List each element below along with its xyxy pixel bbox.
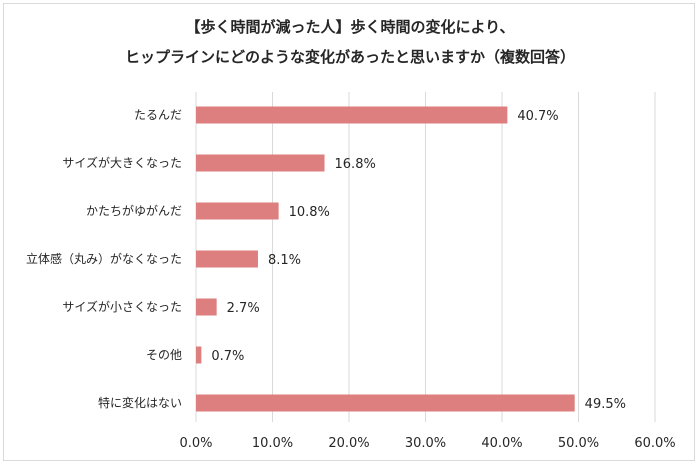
category-label: サイズが大きくなった xyxy=(62,155,182,170)
bar xyxy=(196,250,258,268)
bar xyxy=(196,202,279,220)
category-label: 特に変化はない xyxy=(98,395,182,410)
x-tick-label: 60.0% xyxy=(634,436,675,451)
labels: 0.0% 10.0% 20.0% 30.0% 40.0% 50.0% 60.0% たるんだ 40… xyxy=(26,108,676,451)
value-label: 10.8% xyxy=(289,205,330,220)
chart-title-line-2: ヒップラインにどのような変化があったと思いますか（複数回答） xyxy=(124,48,575,66)
bar xyxy=(196,298,217,316)
bar xyxy=(196,346,202,364)
x-tick-label: 30.0% xyxy=(405,436,446,451)
bars xyxy=(196,106,575,412)
gridlines xyxy=(195,92,656,422)
x-tick-label: 0.0% xyxy=(179,436,212,451)
category-label: たるんだ xyxy=(134,108,182,122)
value-label: 16.8% xyxy=(335,157,376,172)
x-tick-label: 10.0% xyxy=(252,436,293,451)
value-label: 40.7% xyxy=(517,109,558,124)
value-label: 0.7% xyxy=(211,349,244,364)
bar xyxy=(196,106,508,124)
value-label: 8.1% xyxy=(268,253,301,268)
x-tick-label: 50.0% xyxy=(558,436,599,451)
category-label: その他 xyxy=(146,348,182,362)
x-tick-label: 40.0% xyxy=(481,436,522,451)
chart-title-line-1: 【歩く時間が減った人】歩く時間の変化により、 xyxy=(185,18,515,36)
value-label: 49.5% xyxy=(585,397,626,412)
x-tick-label: 20.0% xyxy=(328,436,369,451)
category-label: かたちがゆがんだ xyxy=(86,203,182,218)
category-label: サイズが小さくなった xyxy=(62,299,182,314)
bar xyxy=(196,154,325,172)
value-label: 2.7% xyxy=(227,301,260,316)
bar xyxy=(196,394,575,412)
category-label: 立体感（丸み）がなくなった xyxy=(26,251,182,266)
